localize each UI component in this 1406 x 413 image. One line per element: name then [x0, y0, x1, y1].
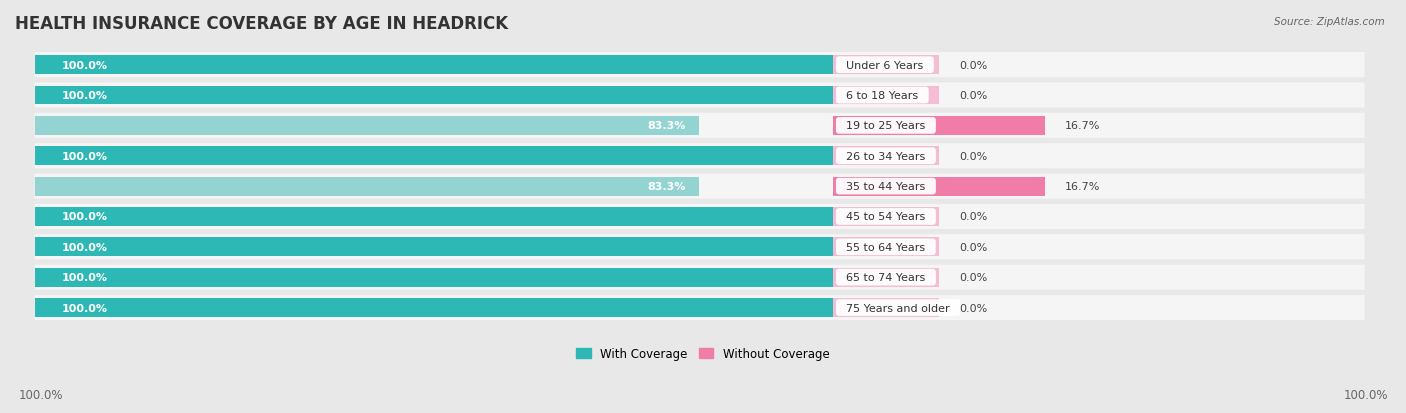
Text: 45 to 54 Years: 45 to 54 Years: [839, 212, 932, 222]
Text: 75 Years and older: 75 Years and older: [839, 303, 957, 313]
FancyBboxPatch shape: [35, 174, 1365, 199]
Text: 83.3%: 83.3%: [648, 182, 686, 192]
Bar: [832, 177, 1045, 196]
Bar: [832, 238, 939, 256]
Text: 100.0%: 100.0%: [62, 152, 107, 161]
Bar: [832, 268, 939, 287]
Bar: [832, 86, 939, 105]
Text: 100.0%: 100.0%: [18, 388, 63, 401]
Text: 55 to 64 Years: 55 to 64 Years: [839, 242, 932, 252]
Bar: [35, 238, 832, 256]
Bar: [35, 268, 832, 287]
Bar: [35, 298, 832, 317]
Text: 0.0%: 0.0%: [959, 212, 987, 222]
FancyBboxPatch shape: [35, 235, 1365, 260]
Text: 100.0%: 100.0%: [62, 91, 107, 101]
Text: 26 to 34 Years: 26 to 34 Years: [839, 152, 932, 161]
Text: 0.0%: 0.0%: [959, 303, 987, 313]
Text: 0.0%: 0.0%: [959, 91, 987, 101]
Text: 83.3%: 83.3%: [648, 121, 686, 131]
FancyBboxPatch shape: [35, 295, 1365, 320]
Text: 0.0%: 0.0%: [959, 273, 987, 282]
Text: 0.0%: 0.0%: [959, 61, 987, 71]
Text: 100.0%: 100.0%: [62, 61, 107, 71]
Text: HEALTH INSURANCE COVERAGE BY AGE IN HEADRICK: HEALTH INSURANCE COVERAGE BY AGE IN HEAD…: [15, 15, 508, 33]
Text: 100.0%: 100.0%: [62, 303, 107, 313]
FancyBboxPatch shape: [35, 114, 1365, 139]
Text: 35 to 44 Years: 35 to 44 Years: [839, 182, 932, 192]
Text: 100.0%: 100.0%: [1343, 388, 1388, 401]
FancyBboxPatch shape: [35, 53, 1365, 78]
Bar: [35, 86, 832, 105]
Bar: [832, 208, 939, 226]
FancyBboxPatch shape: [35, 204, 1365, 230]
Text: 65 to 74 Years: 65 to 74 Years: [839, 273, 932, 282]
Bar: [35, 147, 832, 166]
FancyBboxPatch shape: [35, 144, 1365, 169]
Text: Under 6 Years: Under 6 Years: [839, 61, 931, 71]
Text: 100.0%: 100.0%: [62, 212, 107, 222]
Bar: [35, 177, 699, 196]
Text: 19 to 25 Years: 19 to 25 Years: [839, 121, 932, 131]
Text: 0.0%: 0.0%: [959, 242, 987, 252]
Bar: [35, 117, 699, 135]
Text: Source: ZipAtlas.com: Source: ZipAtlas.com: [1274, 17, 1385, 26]
Bar: [35, 208, 832, 226]
Bar: [832, 117, 1045, 135]
FancyBboxPatch shape: [35, 265, 1365, 290]
FancyBboxPatch shape: [35, 83, 1365, 108]
Text: 16.7%: 16.7%: [1066, 121, 1101, 131]
Bar: [35, 56, 832, 75]
Text: 6 to 18 Years: 6 to 18 Years: [839, 91, 925, 101]
Legend: With Coverage, Without Coverage: With Coverage, Without Coverage: [572, 342, 834, 365]
Text: 100.0%: 100.0%: [62, 273, 107, 282]
Text: 0.0%: 0.0%: [959, 152, 987, 161]
Bar: [832, 147, 939, 166]
Bar: [832, 298, 939, 317]
Text: 16.7%: 16.7%: [1066, 182, 1101, 192]
Text: 100.0%: 100.0%: [62, 242, 107, 252]
Bar: [832, 56, 939, 75]
